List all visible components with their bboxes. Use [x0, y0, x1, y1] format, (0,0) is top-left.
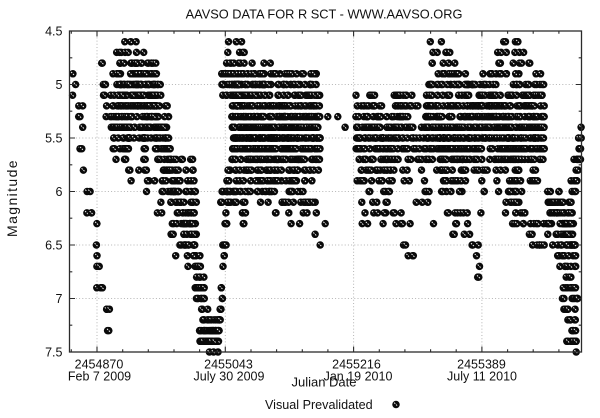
svg-text:5.5: 5.5 [45, 131, 62, 145]
svg-text:4.5: 4.5 [45, 24, 62, 38]
svg-text:AAVSO DATA FOR R SCT - WWW.AAV: AAVSO DATA FOR R SCT - WWW.AAVSO.ORG [186, 7, 463, 22]
svg-text:2455389: 2455389 [457, 358, 506, 372]
svg-text:July 30 2009: July 30 2009 [194, 370, 265, 384]
svg-text:2454870: 2454870 [75, 358, 124, 372]
svg-text:Feb 7 2009: Feb 7 2009 [68, 370, 131, 384]
svg-text:July 11 2010: July 11 2010 [447, 370, 517, 384]
svg-text:2455216: 2455216 [332, 358, 381, 372]
svg-text:Julian Date: Julian Date [291, 375, 356, 390]
svg-text:7: 7 [56, 292, 63, 306]
svg-text:Magnitude: Magnitude [4, 159, 20, 237]
svg-text:6: 6 [56, 185, 63, 199]
svg-text:Jan 19 2010: Jan 19 2010 [324, 370, 393, 384]
svg-text:5: 5 [56, 78, 63, 92]
svg-text:6.5: 6.5 [45, 238, 62, 252]
svg-text:Visual Prevalidated: Visual Prevalidated [265, 398, 373, 412]
svg-text:7.5: 7.5 [45, 345, 62, 359]
svg-text:2455043: 2455043 [204, 358, 253, 372]
